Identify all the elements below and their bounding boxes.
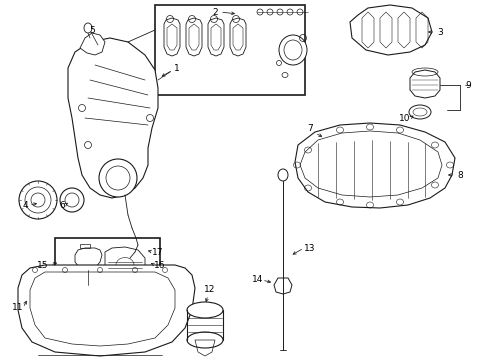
Text: 5: 5: [89, 26, 95, 35]
Polygon shape: [80, 33, 105, 55]
Ellipse shape: [187, 302, 223, 318]
Polygon shape: [75, 248, 102, 270]
Polygon shape: [105, 247, 145, 283]
Ellipse shape: [279, 35, 307, 65]
Polygon shape: [410, 70, 440, 98]
Text: 16: 16: [154, 261, 166, 270]
Text: 4: 4: [22, 201, 28, 210]
Bar: [155, 5, 305, 95]
Text: 3: 3: [437, 27, 443, 36]
Ellipse shape: [134, 243, 146, 253]
Text: 13: 13: [304, 243, 316, 252]
Text: 17: 17: [152, 248, 164, 257]
Ellipse shape: [278, 169, 288, 181]
Text: 10: 10: [399, 113, 411, 122]
Text: 14: 14: [252, 275, 264, 284]
Text: 6: 6: [59, 201, 65, 210]
Text: 8: 8: [457, 171, 463, 180]
Polygon shape: [274, 278, 292, 294]
Polygon shape: [18, 265, 195, 356]
Bar: [55, 238, 160, 300]
Text: 7: 7: [307, 123, 313, 132]
Ellipse shape: [60, 188, 84, 212]
Text: 9: 9: [465, 81, 471, 90]
Ellipse shape: [99, 159, 137, 197]
Ellipse shape: [19, 181, 57, 219]
Text: 12: 12: [204, 285, 216, 294]
Polygon shape: [350, 5, 432, 55]
Text: 15: 15: [37, 261, 49, 270]
Text: 2: 2: [212, 8, 218, 17]
Text: 1: 1: [174, 63, 180, 72]
Polygon shape: [295, 123, 455, 208]
Polygon shape: [68, 38, 158, 198]
Ellipse shape: [409, 105, 431, 119]
Text: 11: 11: [12, 303, 24, 312]
